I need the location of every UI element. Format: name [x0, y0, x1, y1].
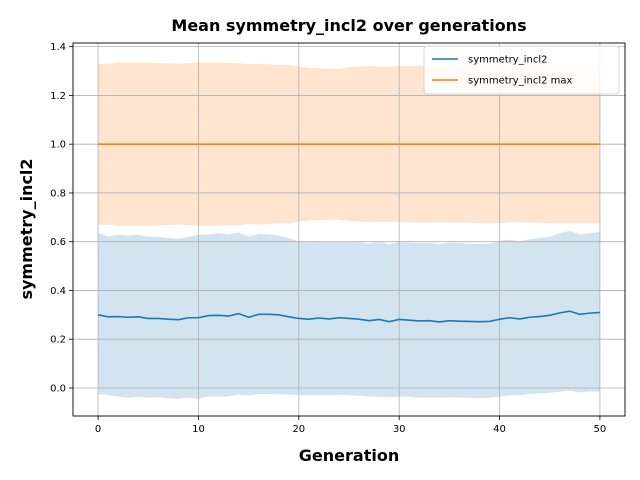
y-tick-label-1: 0.2 — [50, 335, 66, 346]
y-tick-label-6: 1.2 — [50, 91, 66, 102]
series-band-0 — [98, 230, 600, 399]
x-tick-label-5: 50 — [594, 424, 607, 435]
y-tick-label-2: 0.4 — [50, 286, 66, 297]
x-tick-label-0: 0 — [95, 424, 101, 435]
x-tick-label-2: 20 — [292, 424, 305, 435]
y-tick-label-7: 1.4 — [50, 42, 66, 53]
series-line-0 — [97, 310, 600, 323]
legend-label-0: symmetry_incl2 — [468, 55, 547, 66]
axes-frame — [72, 42, 626, 417]
x-axis-label: Generation — [299, 446, 399, 465]
y-tick-label-5: 1.0 — [50, 140, 66, 151]
y-tick-label-3: 0.6 — [50, 237, 66, 248]
y-axis-label: symmetry_incl2 — [17, 158, 36, 299]
legend-label-1: symmetry_incl2 max — [468, 76, 573, 87]
y-tick-label-4: 0.8 — [50, 188, 66, 199]
x-tick-label-3: 30 — [393, 424, 406, 435]
x-tick-label-1: 10 — [192, 424, 205, 435]
y-tick-label-0: 0.0 — [50, 383, 66, 394]
plot-area: 0 10 20 30 40 50 0.0 0.2 0.4 0.6 0.8 1.0 1.2 1.4 — [50, 42, 626, 435]
chart-title: Mean symmetry_incl2 over generations — [171, 16, 526, 35]
x-tick-label-4: 40 — [493, 424, 506, 435]
legend: symmetry_incl2 symmetry_incl2 max — [423, 45, 620, 95]
legend-box — [423, 45, 620, 95]
